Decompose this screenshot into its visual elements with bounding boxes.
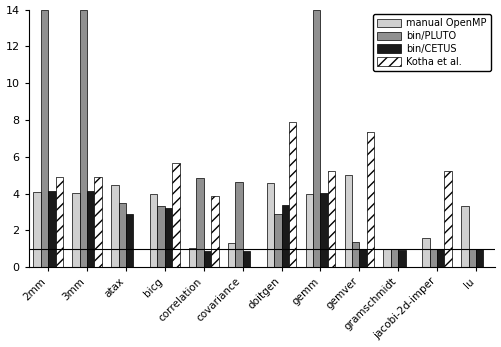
Bar xyxy=(313,10,321,267)
Bar xyxy=(150,194,157,267)
Bar xyxy=(321,193,328,267)
Bar xyxy=(398,249,406,267)
Bar xyxy=(267,184,274,267)
Bar xyxy=(352,242,359,267)
Bar xyxy=(289,122,296,267)
Bar xyxy=(80,10,87,267)
Bar xyxy=(196,178,204,267)
Bar xyxy=(430,249,437,267)
Bar xyxy=(235,183,242,267)
Bar xyxy=(95,177,102,267)
Bar xyxy=(189,248,196,267)
Bar xyxy=(165,208,172,267)
Bar xyxy=(422,238,430,267)
Bar xyxy=(274,214,282,267)
Bar xyxy=(242,252,250,267)
Bar xyxy=(461,206,468,267)
Bar xyxy=(437,249,444,267)
Bar xyxy=(367,132,374,267)
Bar xyxy=(34,192,41,267)
Bar xyxy=(41,10,48,267)
Bar xyxy=(345,175,352,267)
Bar xyxy=(328,170,335,267)
Bar xyxy=(56,177,63,267)
Bar xyxy=(72,193,80,267)
Bar xyxy=(204,252,211,267)
Bar xyxy=(476,249,483,267)
Bar xyxy=(383,249,391,267)
Bar xyxy=(228,243,235,267)
Bar xyxy=(87,191,95,267)
Bar xyxy=(111,185,119,267)
Bar xyxy=(444,171,452,267)
Bar xyxy=(282,204,289,267)
Bar xyxy=(211,196,218,267)
Bar xyxy=(468,249,476,267)
Bar xyxy=(172,163,180,267)
Legend: manual OpenMP, bin/PLUTO, bin/CETUS, Kotha et al.: manual OpenMP, bin/PLUTO, bin/CETUS, Kot… xyxy=(373,15,490,71)
Bar xyxy=(126,214,133,267)
Bar xyxy=(391,249,398,267)
Bar xyxy=(157,206,165,267)
Bar xyxy=(119,203,126,267)
Bar xyxy=(306,194,313,267)
Bar xyxy=(359,249,367,267)
Bar xyxy=(48,191,56,267)
